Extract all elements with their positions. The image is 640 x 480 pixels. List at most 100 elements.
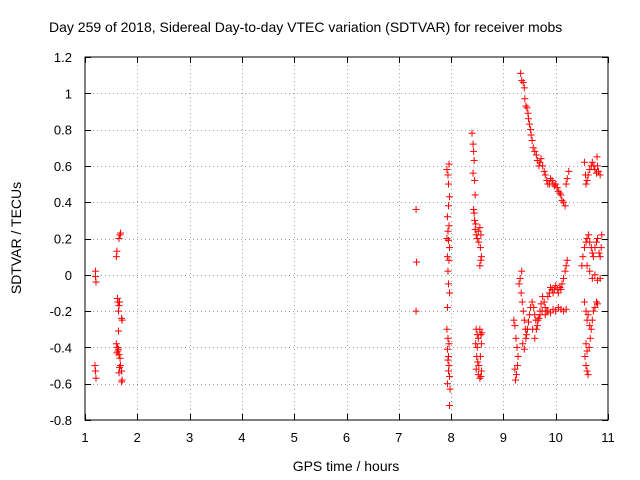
data-point (582, 180, 590, 188)
x-tick-label: 7 (395, 430, 402, 445)
data-point (116, 354, 124, 362)
data-point (112, 340, 120, 348)
data-point (565, 167, 573, 175)
data-point (579, 253, 587, 261)
y-tick-label: 0 (65, 268, 72, 283)
data-point (476, 262, 484, 270)
axis-ticks: 1 2 3 4 5 6 7 8 9 10 11 -0.8 -0.6 -0.4 -0.2 0 0.2 0.4 0.6 0… (50, 50, 615, 445)
data-point (118, 316, 126, 324)
data-point (476, 374, 484, 382)
data-point (580, 298, 588, 306)
data-point (91, 273, 99, 281)
data-point (446, 372, 454, 380)
data-point (476, 244, 484, 252)
data-point (117, 229, 125, 237)
data-point (476, 224, 484, 232)
data-point (444, 352, 452, 360)
data-point (477, 231, 485, 239)
data-point (443, 325, 451, 333)
data-point (470, 147, 478, 155)
data-point (472, 365, 480, 373)
data-point (443, 235, 451, 242)
y-axis-label: SDTVAR / TECUs (8, 182, 24, 294)
data-point (583, 235, 591, 242)
data-point (446, 385, 454, 393)
data-point (514, 362, 522, 370)
data-point (541, 311, 549, 319)
data-point (514, 352, 522, 360)
y-tick-label: -0.2 (50, 304, 72, 319)
plot-frame (84, 56, 609, 421)
data-point (445, 340, 453, 348)
data-point (584, 371, 592, 379)
data-point (522, 331, 530, 339)
data-point (536, 158, 544, 166)
data-point (557, 191, 565, 199)
data-point (519, 307, 527, 315)
data-point (113, 349, 121, 357)
data-point (113, 247, 121, 255)
data-point (114, 345, 122, 353)
data-point (511, 365, 519, 373)
data-point (113, 294, 121, 302)
data-point (582, 307, 590, 315)
data-point (546, 175, 554, 183)
data-point (525, 318, 533, 326)
data-point (546, 284, 554, 292)
data-point (583, 347, 591, 355)
data-point (540, 167, 548, 175)
data-point (445, 160, 453, 168)
x-tick-label: 2 (134, 430, 141, 445)
data-point (594, 162, 602, 170)
y-tick-label: -0.8 (50, 413, 72, 428)
data-point (518, 267, 526, 275)
data-point (444, 202, 452, 210)
data-point (530, 303, 538, 311)
data-point (512, 334, 520, 342)
data-point (474, 334, 482, 342)
data-point (444, 227, 452, 235)
y-tick-label: 0.4 (54, 195, 72, 210)
data-point (556, 189, 564, 197)
data-point (532, 325, 540, 333)
y-tick-label: 1.2 (54, 50, 72, 65)
data-point (476, 352, 484, 360)
data-point (596, 274, 604, 282)
data-point (531, 334, 539, 342)
data-point (585, 231, 593, 239)
x-tick-label: 8 (447, 430, 454, 445)
data-point (444, 334, 452, 342)
data-point (511, 376, 519, 384)
data-point (588, 249, 596, 257)
data-point (540, 298, 548, 306)
data-point (412, 205, 420, 213)
data-point (511, 322, 519, 330)
x-tick-label: 10 (548, 430, 562, 445)
data-point (595, 167, 603, 175)
data-point (114, 327, 122, 335)
data-point (114, 307, 122, 315)
data-point (582, 340, 590, 348)
data-point (113, 343, 121, 351)
data-point (533, 322, 541, 330)
data-point (443, 303, 451, 311)
x-tick-label: 9 (500, 430, 507, 445)
data-point (473, 235, 481, 242)
data-point (114, 347, 122, 355)
data-point (527, 131, 535, 139)
data-point (586, 334, 594, 342)
data-point (592, 298, 600, 306)
data-point (583, 262, 591, 270)
data-point (528, 298, 536, 306)
data-point (524, 109, 532, 117)
data-point (596, 171, 604, 179)
data-point (554, 187, 562, 195)
data-point (444, 356, 452, 364)
data-point (118, 378, 126, 386)
data-point (118, 376, 126, 384)
data-point (556, 284, 564, 292)
data-point (585, 343, 593, 351)
data-point (588, 158, 596, 166)
data-point (91, 362, 99, 370)
data-point (586, 322, 594, 330)
